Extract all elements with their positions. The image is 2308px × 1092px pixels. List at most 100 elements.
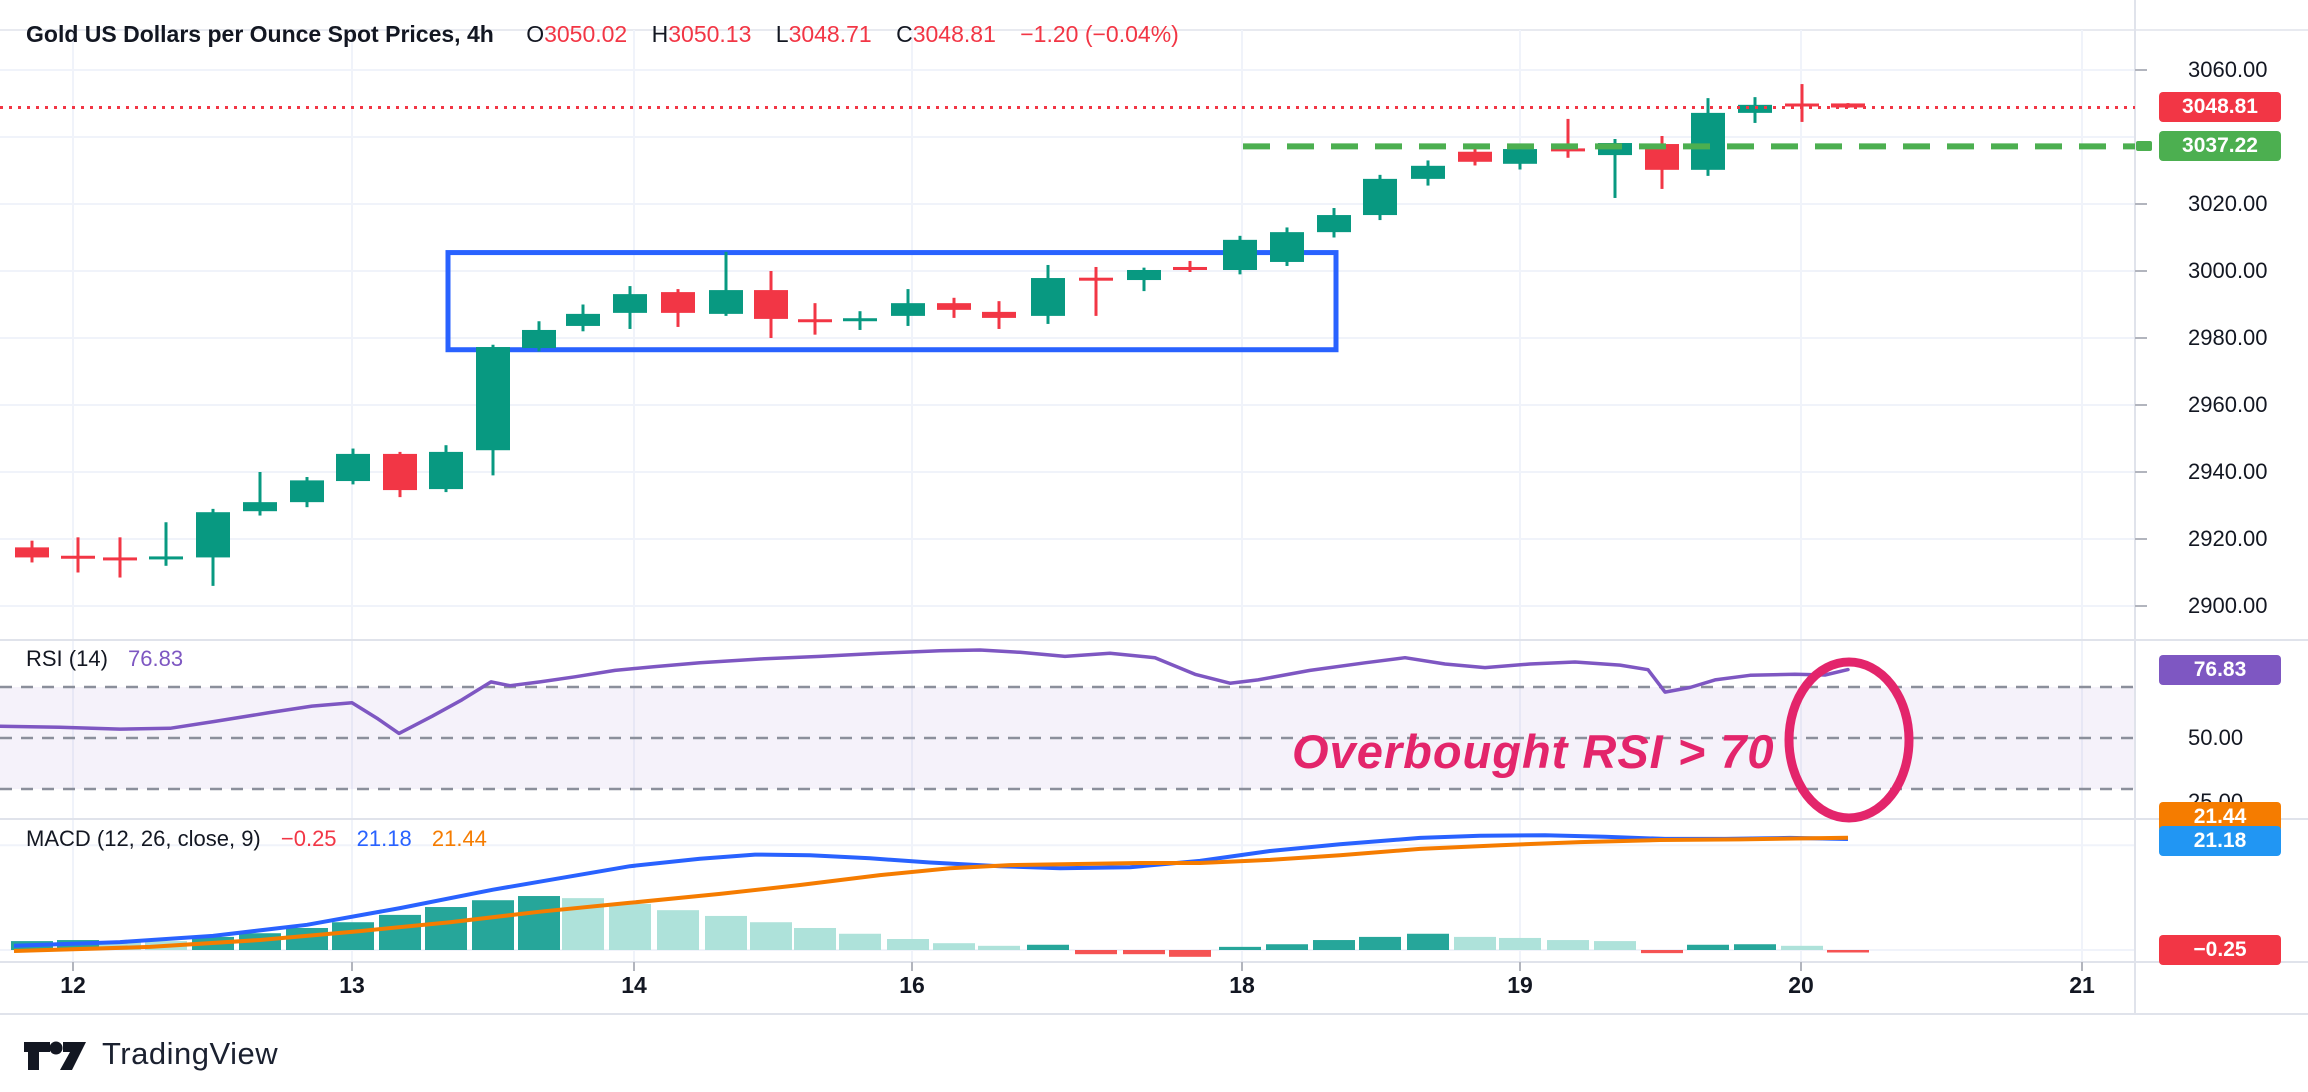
candle-body[interactable] — [1691, 112, 1725, 170]
candle[interactable] — [1785, 84, 1819, 122]
candle[interactable] — [476, 344, 510, 476]
candle-body[interactable] — [1079, 277, 1113, 281]
candle-body[interactable] — [566, 313, 600, 326]
candle-body[interactable] — [336, 453, 370, 482]
candle[interactable] — [336, 448, 370, 485]
macd-legend[interactable]: MACD (12, 26, close, 9) −0.25 21.18 21.4… — [26, 826, 487, 852]
candle-body[interactable] — [476, 347, 510, 451]
candle[interactable] — [1411, 160, 1445, 186]
candle[interactable] — [103, 537, 137, 578]
candle[interactable] — [798, 303, 832, 335]
candle[interactable] — [1551, 118, 1585, 158]
candle[interactable] — [522, 321, 556, 352]
ohlc-high-value: 3050.13 — [668, 21, 752, 47]
candle[interactable] — [149, 522, 183, 566]
candle-body[interactable] — [798, 319, 832, 323]
candle-body[interactable] — [1363, 178, 1397, 216]
candle[interactable] — [290, 477, 324, 508]
rsi-legend[interactable]: RSI (14) 76.83 — [26, 646, 183, 672]
candle-body[interactable] — [196, 512, 230, 558]
macd-histogram-bar — [794, 927, 836, 950]
candle-body[interactable] — [1831, 103, 1865, 108]
candle-body[interactable] — [61, 555, 95, 559]
candle[interactable] — [982, 301, 1016, 329]
candle[interactable] — [891, 289, 925, 326]
candle[interactable] — [661, 289, 695, 327]
candle-body[interactable] — [243, 502, 277, 512]
candle-body[interactable] — [149, 556, 183, 560]
candle[interactable] — [1031, 264, 1065, 324]
candle-body[interactable] — [522, 329, 556, 349]
candle-body[interactable] — [1785, 103, 1819, 107]
candle[interactable] — [1738, 97, 1772, 123]
macd-histogram-bar — [1219, 946, 1261, 950]
candle[interactable] — [1458, 147, 1492, 166]
candle[interactable] — [243, 472, 277, 516]
price-axis-label: 2980.00 — [2188, 325, 2268, 350]
candle[interactable] — [1363, 174, 1397, 221]
candle[interactable] — [1079, 266, 1113, 316]
macd-value: 21.18 — [356, 826, 412, 851]
macd-histogram-bar — [1499, 937, 1541, 950]
consolidation-box[interactable] — [445, 250, 1339, 353]
candle-body[interactable] — [1411, 165, 1445, 179]
candle-body[interactable] — [1458, 151, 1492, 162]
candle-body[interactable] — [982, 311, 1016, 318]
candle-body[interactable] — [103, 557, 137, 561]
candle[interactable] — [1691, 98, 1725, 176]
macd-histogram-bar — [887, 938, 929, 950]
candle[interactable] — [1223, 235, 1257, 275]
macd-histogram-bar — [1123, 950, 1165, 955]
candle[interactable] — [566, 304, 600, 332]
macd-histogram-bar — [1781, 945, 1823, 950]
candle-body[interactable] — [613, 294, 647, 313]
candle-body[interactable] — [15, 547, 49, 558]
candle-body[interactable] — [383, 453, 417, 491]
time-axis-label: 16 — [899, 972, 925, 998]
candle[interactable] — [383, 451, 417, 498]
candle[interactable] — [1173, 260, 1207, 273]
candle[interactable] — [754, 271, 788, 338]
macd-histogram-bar — [1687, 944, 1729, 950]
candle[interactable] — [61, 537, 95, 573]
macd-histogram-bar — [1027, 944, 1069, 950]
candle-body[interactable] — [1127, 269, 1161, 281]
macd-histogram-bar — [839, 933, 881, 950]
tradingview-logo[interactable]: TradingView — [22, 1032, 278, 1076]
chart-legend[interactable]: Gold US Dollars per Ounce Spot Prices, 4… — [26, 21, 1179, 48]
candle[interactable] — [937, 297, 971, 318]
macd-histogram-bar — [933, 943, 975, 950]
candle[interactable] — [15, 540, 49, 563]
candle[interactable] — [196, 508, 230, 586]
candle-body[interactable] — [1551, 148, 1585, 152]
candle[interactable] — [1503, 146, 1537, 170]
candle[interactable] — [709, 251, 743, 316]
candle[interactable] — [1270, 227, 1304, 266]
candle-body[interactable] — [661, 292, 695, 313]
candle-body[interactable] — [754, 290, 788, 319]
candle-body[interactable] — [1031, 278, 1065, 316]
macd-histogram-bar — [1827, 950, 1869, 953]
candle[interactable] — [1127, 267, 1161, 292]
ohlc-change-value: −1.20 (−0.04%) — [1020, 21, 1179, 47]
candle-body[interactable] — [290, 480, 324, 503]
candle-body[interactable] — [1270, 232, 1304, 262]
macd-histogram-bar — [425, 907, 467, 950]
candle[interactable] — [843, 311, 877, 330]
candle-body[interactable] — [937, 303, 971, 310]
candle-body[interactable] — [429, 451, 463, 490]
candle-body[interactable] — [709, 290, 743, 314]
candle[interactable] — [1317, 208, 1351, 238]
candle-body[interactable] — [1223, 239, 1257, 270]
candle-body[interactable] — [1173, 266, 1207, 270]
rsi-value: 76.83 — [128, 646, 184, 671]
candle-body[interactable] — [891, 303, 925, 316]
candle-body[interactable] — [1317, 215, 1351, 233]
price-axis-label: 3020.00 — [2188, 191, 2268, 216]
candle-body[interactable] — [843, 318, 877, 322]
macd-signal-value: 21.44 — [431, 826, 487, 851]
candle-body[interactable] — [1503, 149, 1537, 164]
candle[interactable] — [429, 445, 463, 493]
candle[interactable] — [613, 286, 647, 329]
